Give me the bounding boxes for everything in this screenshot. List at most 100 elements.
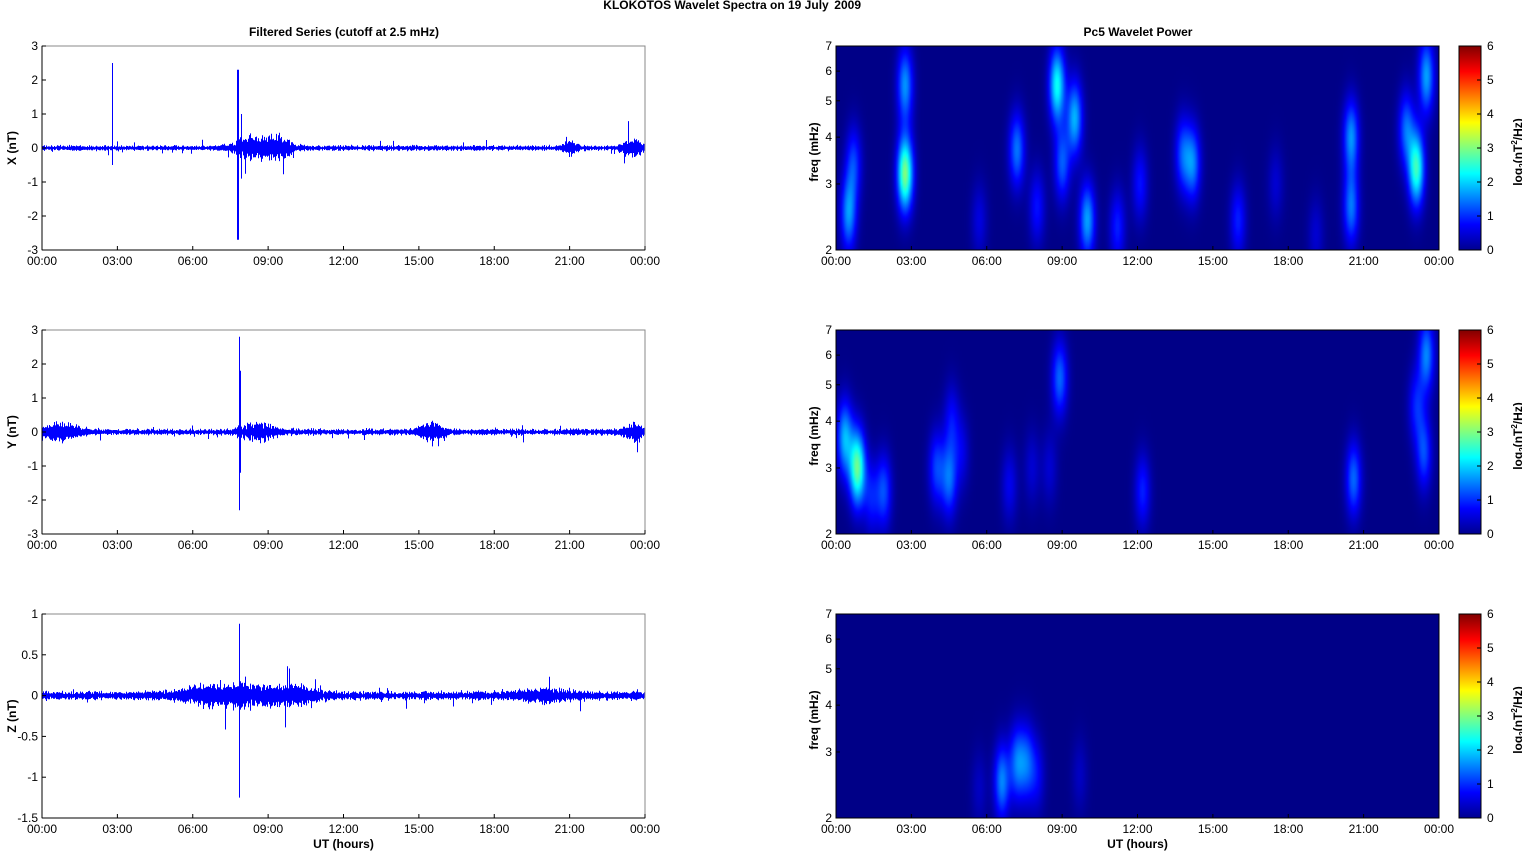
- y-tick-label: 5: [825, 94, 832, 108]
- y-tick-label: 6: [825, 348, 832, 362]
- y-tick-label: -1: [27, 459, 38, 473]
- x-tick-label: 06:00: [972, 822, 1002, 836]
- colorbar-tick-label: 2: [1487, 459, 1494, 473]
- wavelet-power-image: [836, 330, 1439, 534]
- x-tick-label: 15:00: [1198, 822, 1228, 836]
- x-tick-label: 15:00: [1198, 254, 1228, 268]
- x-tick-label: 15:00: [404, 538, 434, 552]
- colorbar-label: log2(nT2/Hz): [1510, 118, 1522, 186]
- x-tick-label: 06:00: [178, 254, 208, 268]
- colorbar-tick-label: 6: [1487, 39, 1494, 53]
- x-axis-label: UT (hours): [313, 837, 374, 851]
- x-tick-label: 09:00: [253, 254, 283, 268]
- wavelet-power-image: [836, 614, 1439, 818]
- y-tick-label: -1: [27, 770, 38, 784]
- y-tick-label: -1.5: [17, 811, 38, 825]
- panel-z-filtered-series: 10.50-0.5-1-1.500:00 03:00 06:00 09:00 12:00…: [5, 607, 660, 851]
- x-tick-label: 00:00: [630, 822, 660, 836]
- y-axis-label: Z (nT): [5, 699, 19, 732]
- x-tick-label: 18:00: [479, 822, 509, 836]
- x-tick-label: 00:00: [27, 822, 57, 836]
- colorbar-tick-label: 5: [1487, 73, 1494, 87]
- panel-z-wavelet-power: 2 3 4 5 6 7 00:00 03:00 06:00 09:00 12:00 15:00 18:0…: [807, 607, 1522, 851]
- y-tick-label: 6: [825, 632, 832, 646]
- y-tick-label: 6: [825, 64, 832, 78]
- x-tick-label: 00:00: [821, 538, 851, 552]
- x-tick-label: 21:00: [1349, 254, 1379, 268]
- colorbar: 0 1 2 3 4 5 6 log2(nT2/Hz): [1458, 607, 1522, 825]
- x-tick-label: 00:00: [821, 254, 851, 268]
- y-tick-label: 2: [825, 811, 832, 825]
- colorbar-tick-label: 5: [1487, 357, 1494, 371]
- x-tick-label: 09:00: [253, 822, 283, 836]
- colorbar-tick-label: 5: [1487, 641, 1494, 655]
- x-tick-label: 00:00: [1424, 254, 1454, 268]
- y-tick-label: 3: [825, 177, 832, 191]
- y-tick-label: 7: [825, 323, 832, 337]
- y-tick-label: 1: [31, 607, 38, 621]
- colorbar: 0 1 2 3 4 5 6 log2(nT2/Hz): [1458, 39, 1522, 257]
- x-tick-label: 12:00: [1122, 538, 1152, 552]
- x-tick-label: 21:00: [1349, 538, 1379, 552]
- y-axis-label: X (nT): [5, 131, 19, 165]
- colorbar-tick-label: 2: [1487, 743, 1494, 757]
- y-tick-label: 0.5: [21, 648, 38, 662]
- y-tick-label: 0: [31, 689, 38, 703]
- x-tick-label: 12:00: [328, 822, 358, 836]
- x-tick-label: 12:00: [328, 538, 358, 552]
- y-axis-label: freq (mHz): [807, 690, 821, 749]
- x-tick-label: 21:00: [555, 538, 585, 552]
- x-tick-label: 12:00: [328, 254, 358, 268]
- panel-x-wavelet-power: 2 3 4 5 6 7 00:00 03:00 06:00 09:00 12:00 15:00 18:0…: [807, 39, 1522, 268]
- colorbar-tick-label: 0: [1487, 243, 1494, 257]
- x-axis-label: UT (hours): [1107, 837, 1168, 851]
- y-tick-label: 2: [31, 73, 38, 87]
- x-tick-label: 00:00: [1424, 822, 1454, 836]
- x-tick-label: 12:00: [1122, 254, 1152, 268]
- y-tick-label: 2: [825, 243, 832, 257]
- x-tick-label: 00:00: [630, 538, 660, 552]
- y-axis-label: Y (nT): [5, 415, 19, 449]
- x-tick-label: 15:00: [404, 254, 434, 268]
- y-tick-label: 5: [825, 378, 832, 392]
- x-tick-label: 03:00: [102, 254, 132, 268]
- left-column-title: Filtered Series (cutoff at 2.5 mHz): [249, 25, 439, 39]
- colorbar-tick-label: 3: [1487, 141, 1494, 155]
- colorbar-tick-label: 4: [1487, 391, 1494, 405]
- x-tick-label: 00:00: [821, 822, 851, 836]
- y-tick-label: -0.5: [17, 729, 38, 743]
- x-tick-label: 18:00: [1273, 822, 1303, 836]
- y-tick-label: 4: [825, 130, 832, 144]
- colorbar: 0 1 2 3 4 5 6 log2(nT2/Hz): [1458, 323, 1522, 541]
- x-tick-label: 00:00: [27, 538, 57, 552]
- y-tick-label: 3: [825, 461, 832, 475]
- x-tick-label: 15:00: [404, 822, 434, 836]
- x-tick-label: 03:00: [102, 822, 132, 836]
- colorbar-tick-label: 1: [1487, 493, 1494, 507]
- colorbar-tick-label: 1: [1487, 777, 1494, 791]
- x-tick-label: 03:00: [102, 538, 132, 552]
- colorbar-tick-label: 4: [1487, 675, 1494, 689]
- suptitle-text: KLOKOTOS Wavelet Spectra on 19 July: [603, 0, 829, 12]
- panel-y-wavelet-power: 2 3 4 5 6 7 00:00 03:00 06:00 09:00 12:00 15:00 18:0…: [807, 323, 1522, 552]
- y-axis-label: freq (mHz): [807, 122, 821, 181]
- x-tick-label: 18:00: [1273, 538, 1303, 552]
- figure-suptitle: KLOKOTOS Wavelet Spectra on 19 July 2009: [603, 0, 861, 12]
- y-tick-label: 0: [31, 141, 38, 155]
- wavelet-power-image: [836, 46, 1439, 250]
- right-column-title: Pc5 Wavelet Power: [1084, 25, 1193, 39]
- y-tick-label: 3: [825, 745, 832, 759]
- y-tick-label: 1: [31, 107, 38, 121]
- y-tick-label: -3: [27, 527, 38, 541]
- colorbar-tick-label: 4: [1487, 107, 1494, 121]
- colorbar-tick-label: 1: [1487, 209, 1494, 223]
- colorbar-tick-label: 6: [1487, 323, 1494, 337]
- y-tick-label: 4: [825, 698, 832, 712]
- y-tick-label: -1: [27, 175, 38, 189]
- x-tick-label: 12:00: [1122, 822, 1152, 836]
- x-tick-label: 00:00: [630, 254, 660, 268]
- y-tick-label: 1: [31, 391, 38, 405]
